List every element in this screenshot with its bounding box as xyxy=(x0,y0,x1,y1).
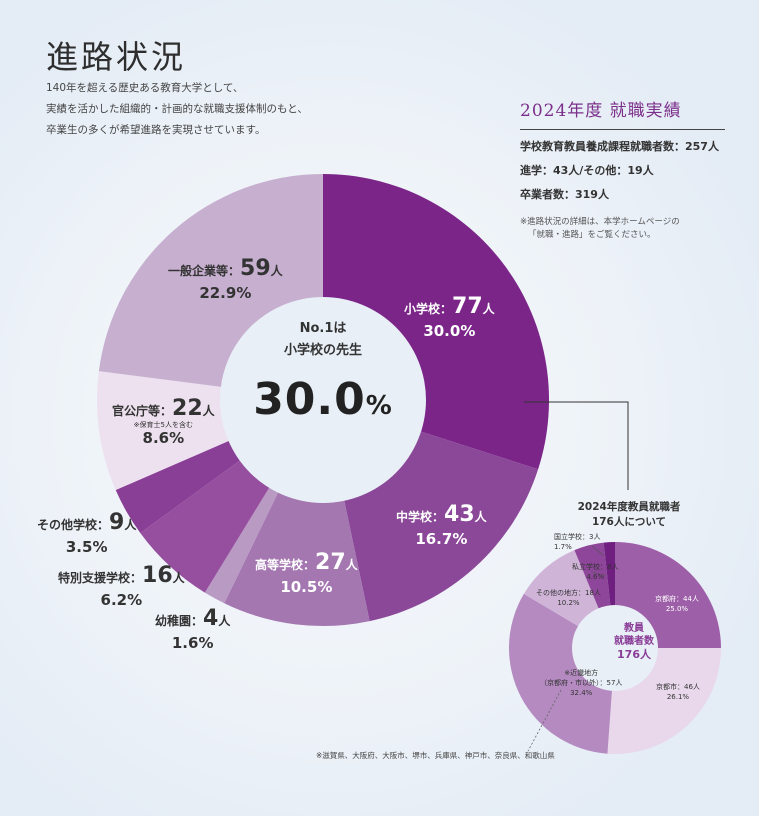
slice-label-government: 官公庁等：22人 ※保育士5人を含む 8.6% xyxy=(112,396,215,448)
small-label-kyoto-city: 京都市：46人 26.1% xyxy=(656,683,700,701)
intro-line: 実績を活かした組織的・計画的な就職支援体制のもと、 xyxy=(46,103,308,115)
stats-line-employed: 学校教育教員養成課程就職者数：257人 xyxy=(520,140,719,153)
main-pie-hole xyxy=(220,297,426,503)
small-pie-title-line: 176人について xyxy=(591,516,667,528)
small-center-line: 教員 xyxy=(624,623,644,634)
small-label-national: 国立学校：3人 1.7% xyxy=(554,533,601,551)
intro-text: 140年を超える歴史ある教育大学として、 実績を活かした組織的・計画的な就職支援… xyxy=(46,78,308,141)
center-line-1: No.1は xyxy=(299,321,347,336)
connector-line xyxy=(524,401,629,490)
small-label-other-regions: その他の地方：18人 10.2% xyxy=(536,589,601,607)
small-center-line: 就職者数 xyxy=(614,636,654,647)
center-value: 30.0% xyxy=(253,374,393,425)
stats-note-line: 「就職・進路」をご覧ください。 xyxy=(528,230,656,240)
slice-label-other-schools: その他学校：9人 3.5% xyxy=(37,510,137,557)
small-label-private: 私立学校：8人 4.6% xyxy=(572,563,619,581)
small-label-kyoto-prefecture: 京都府：44人 25.0% xyxy=(655,595,699,613)
slice-label-elementary: 小学校：77人 30.0% xyxy=(404,294,495,341)
leader-private xyxy=(591,571,607,577)
stats-title: 2024年度 就職実績 xyxy=(520,96,725,130)
intro-line: 140年を超える歴史ある教育大学として、 xyxy=(46,82,244,94)
employment-stats-panel: 2024年度 就職実績 学校教育教員養成課程就職者数：257人 進学：43人/そ… xyxy=(520,96,725,242)
intro-line: 卒業生の多くが希望進路を実現させています。 xyxy=(46,124,266,136)
slice-label-high-school: 高等学校：27人 10.5% xyxy=(255,550,358,597)
stats-note-line: ※進路状況の詳細は、本学ホームページの xyxy=(520,217,680,227)
slice-label-special-support: 特別支援学校：16人 6.2% xyxy=(58,563,185,610)
slice-label-companies: 一般企業等：59人 22.9% xyxy=(168,256,283,303)
small-pie-center-text: 教員 就職者数 176人 xyxy=(589,622,679,661)
center-line-2: 小学校の先生 xyxy=(283,343,362,358)
small-pie-title: 2024年度教員就職者 176人について xyxy=(544,500,714,530)
small-pie-hole xyxy=(572,605,658,691)
stats-note: ※進路状況の詳細は、本学ホームページの 「就職・進路」をご覧ください。 xyxy=(520,216,725,242)
footnote-leader-line xyxy=(527,689,562,752)
small-center-value: 176人 xyxy=(617,648,651,661)
small-label-kinki: ※近畿地方 （京都府・市以外）：57人 32.4% xyxy=(540,669,623,697)
kinki-footnote: ※滋賀県、大阪府、大阪市、堺市、兵庫県、神戸市、奈良県、和歌山県 xyxy=(316,751,555,760)
slice-label-junior-high: 中学校：43人 16.7% xyxy=(396,502,487,549)
main-pie-center-text: No.1は 小学校の先生 30.0% xyxy=(222,318,424,425)
stats-line-graduates: 卒業者数：319人 xyxy=(520,188,609,201)
leader-national xyxy=(591,545,605,557)
slice-label-kindergarten: 幼稚園：4人 1.6% xyxy=(155,606,231,653)
stats-line-further-study: 進学：43人/その他：19人 xyxy=(520,164,654,177)
small-pie-title-line: 2024年度教員就職者 xyxy=(577,501,681,513)
page-title: 進路状況 xyxy=(46,38,187,76)
